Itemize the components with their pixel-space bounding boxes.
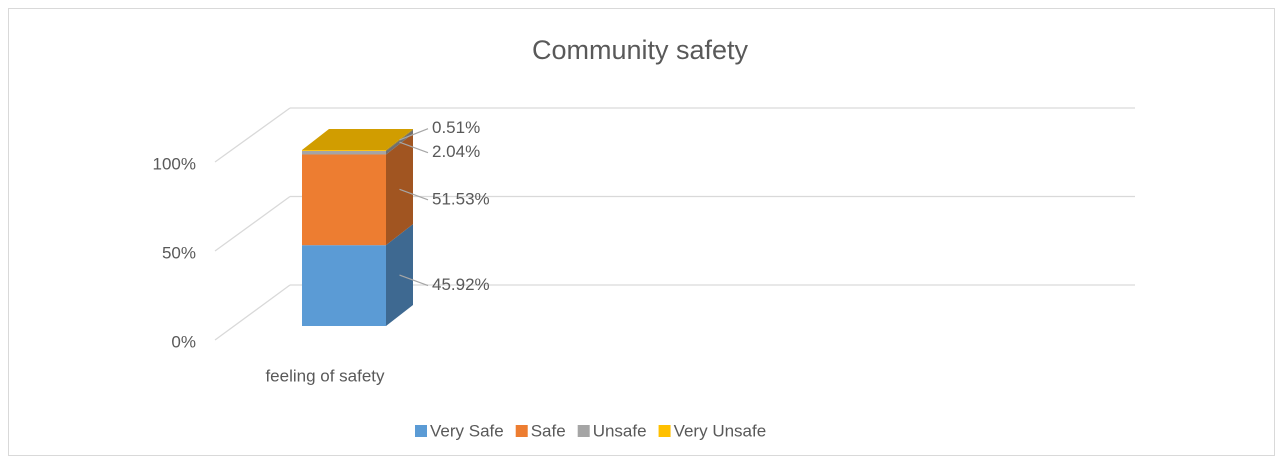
y-tick-label: 100% — [153, 154, 196, 173]
y-tick-label: 50% — [162, 243, 196, 262]
leader-line — [399, 188, 429, 201]
x-tick-label: feeling of safety — [265, 366, 385, 385]
data-label: 45.92% — [432, 275, 490, 294]
legend-swatch — [658, 425, 671, 437]
chart-border — [8, 8, 1275, 456]
grid-line-floor — [214, 195, 291, 252]
bar-segment — [302, 245, 386, 326]
legend-swatch — [415, 425, 427, 437]
chart-title: Community safety — [532, 35, 749, 65]
data-label: 0.51% — [432, 118, 480, 137]
legend-label: Very Safe — [430, 421, 504, 440]
leader-line — [399, 141, 429, 154]
y-tick-label: 0% — [171, 332, 196, 351]
grid-line-floor — [214, 107, 291, 163]
bar-segment — [302, 150, 386, 151]
grid-line-floor — [214, 284, 291, 341]
bar-segment-top — [302, 129, 413, 150]
bar-segment — [302, 150, 386, 155]
bar-segment — [302, 154, 386, 246]
legend-label: Unsafe — [593, 421, 647, 440]
legend-label: Very Unsafe — [674, 421, 767, 440]
data-label: 51.53% — [432, 189, 490, 208]
legend-label: Safe — [531, 421, 566, 440]
leader-line — [399, 128, 429, 141]
legend-swatch — [515, 425, 528, 437]
legend-swatch — [577, 425, 590, 437]
leader-line — [399, 274, 429, 287]
data-label: 2.04% — [432, 142, 480, 161]
